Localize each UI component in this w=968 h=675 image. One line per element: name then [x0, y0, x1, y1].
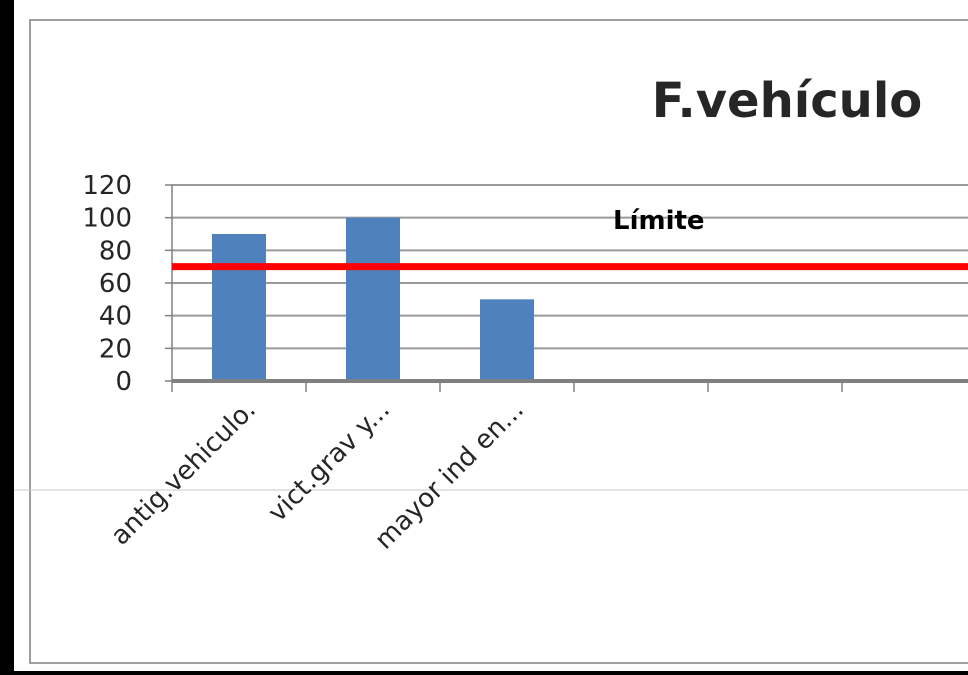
gridlines: [172, 184, 968, 350]
y-tick-label: 120: [82, 171, 132, 201]
y-tick-label: 80: [99, 236, 132, 266]
x-axis: [171, 379, 968, 392]
bars: [212, 217, 534, 381]
chart-area-border: [29, 19, 968, 664]
y-tick-label: 100: [82, 204, 132, 234]
y-tick-label: 0: [115, 367, 132, 397]
limit-reference: Límite: [172, 206, 968, 271]
y-tick-label: 40: [99, 302, 132, 332]
bar: [212, 234, 266, 381]
bar: [480, 299, 534, 381]
chart-title: F.vehículo: [652, 73, 923, 129]
bar: [346, 217, 400, 381]
left-frame: [0, 0, 14, 671]
limit-label: Límite: [613, 206, 705, 236]
y-tick-label: 20: [99, 334, 132, 364]
y-tick-label: 60: [99, 269, 132, 299]
